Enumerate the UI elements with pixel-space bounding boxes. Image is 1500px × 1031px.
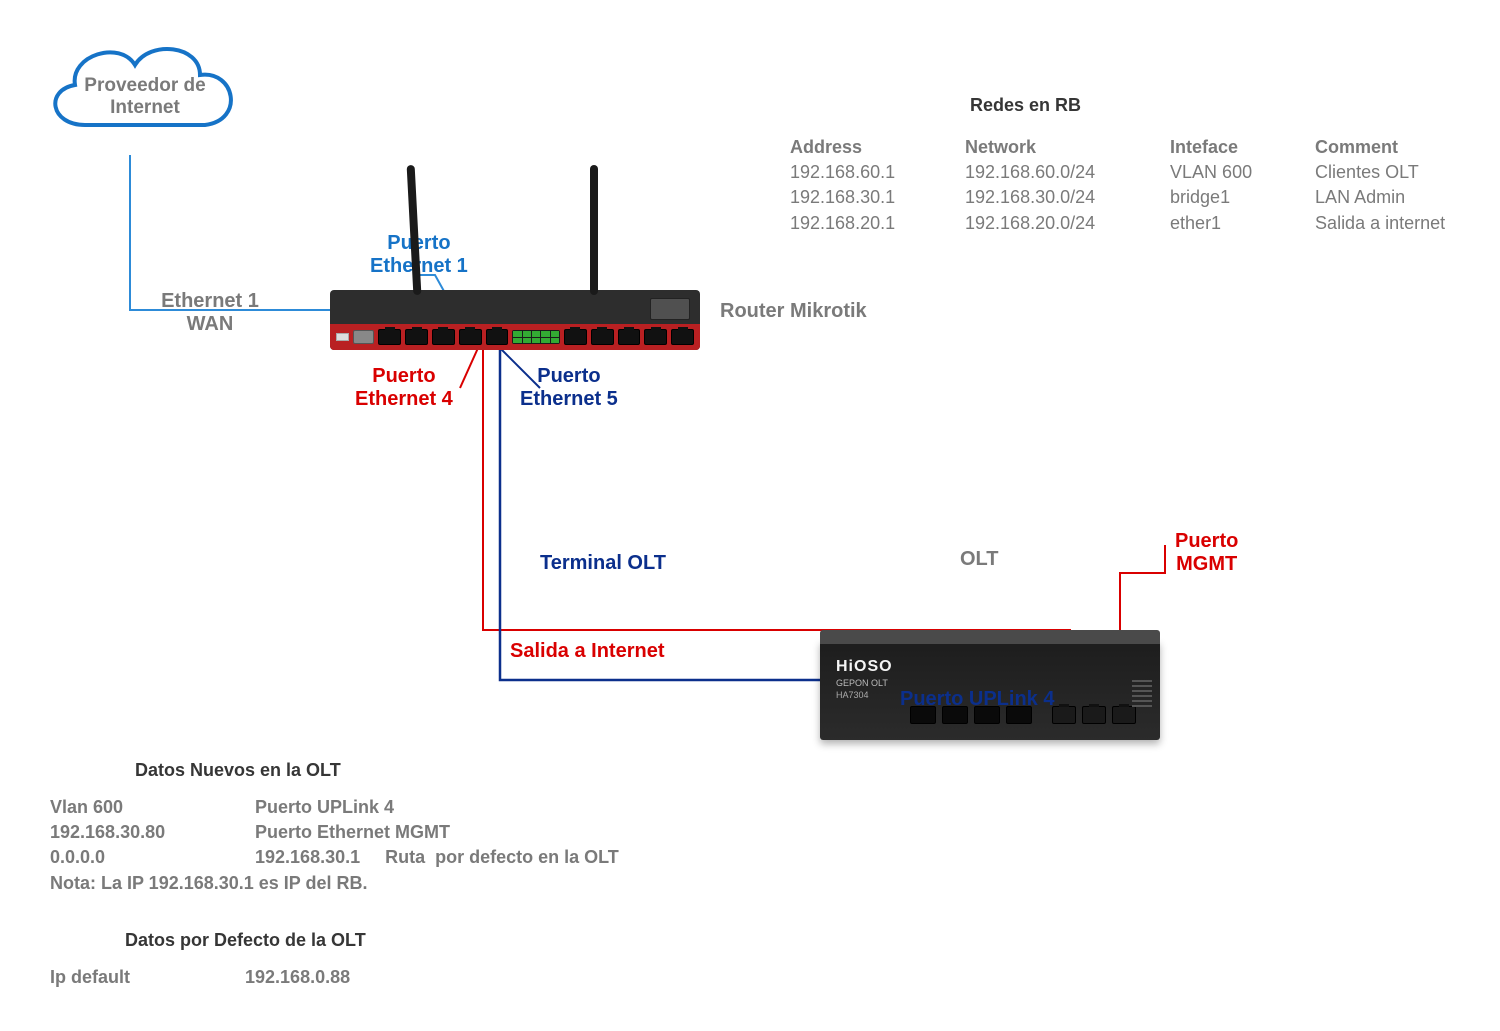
olt-sub: HA7304 (836, 690, 869, 700)
puerto-mgmt-line1: Puerto (1175, 530, 1238, 553)
sfp-port-icon (353, 330, 374, 344)
label-puerto-eth5: Puerto Ethernet 5 (520, 365, 618, 411)
label-router: Router Mikrotik (720, 300, 867, 323)
rj45-port-icon (405, 329, 428, 345)
table-row: 192.168.30.80 Puerto Ethernet MGMT (50, 820, 619, 845)
puerto-mgmt-line2: MGMT (1175, 553, 1238, 576)
vents-icon (1132, 680, 1152, 707)
label-terminal-olt: Terminal OLT (540, 552, 666, 575)
redes-title: Redes en RB (970, 95, 1081, 116)
label-puerto-uplink4: Puerto UPLink 4 (900, 688, 1054, 711)
rj45-port-icon (644, 329, 667, 345)
rj45-port-icon (432, 329, 455, 345)
uplink-port-icon (1112, 706, 1136, 724)
rj45-port-icon (486, 329, 509, 345)
puerto-eth5-line2: Ethernet 5 (520, 388, 618, 411)
rj45-port-icon (671, 329, 694, 345)
table-row: 0.0.0.0 192.168.30.1 Ruta por defecto en… (50, 845, 619, 870)
label-salida-internet: Salida a Internet (510, 640, 665, 663)
router-mikrotik (330, 290, 700, 350)
datos-default-table: Ip default 192.168.0.88 (50, 965, 350, 990)
uplink-port-icon (1082, 706, 1106, 724)
datos-nuevos-title: Datos Nuevos en la OLT (135, 760, 341, 781)
led-block (512, 330, 559, 344)
puerto-eth5-line1: Puerto (520, 365, 618, 388)
puerto-eth4-line2: Ethernet 4 (355, 388, 453, 411)
label-eth1-wan: Ethernet 1 WAN (150, 290, 270, 336)
puerto-eth4-line1: Puerto (355, 365, 453, 388)
table-row: 192.168.60.1 192.168.60.0/24 VLAN 600 Cl… (790, 160, 1495, 185)
label-olt: OLT (960, 548, 999, 571)
table-header-row: Address Network Inteface Comment (790, 135, 1495, 160)
rj45-port-icon (564, 329, 587, 345)
table-row: Vlan 600 Puerto UPLink 4 (50, 795, 619, 820)
redes-table: Address Network Inteface Comment 192.168… (790, 135, 1495, 236)
datos-nuevos-table: Vlan 600 Puerto UPLink 4 192.168.30.80 P… (50, 795, 619, 896)
col-comment: Comment (1315, 135, 1495, 160)
table-row: 192.168.20.1 192.168.20.0/24 ether1 Sali… (790, 211, 1495, 236)
col-address: Address (790, 135, 960, 160)
table-row: Ip default 192.168.0.88 (50, 965, 350, 990)
col-interface: Inteface (1170, 135, 1310, 160)
datos-nuevos-note: Nota: La IP 192.168.30.1 es IP del RB. (50, 871, 619, 896)
usb-port-icon (336, 333, 349, 341)
col-network: Network (965, 135, 1165, 160)
olt-logo: HiOSO (836, 658, 893, 676)
rj45-port-icon (618, 329, 641, 345)
eth1wan-line1: Ethernet 1 (150, 290, 270, 313)
uplink-port-icon (1052, 706, 1076, 724)
router-port-strip (330, 324, 700, 350)
olt-model: GEPON OLT (836, 678, 888, 688)
label-puerto-mgmt: Puerto MGMT (1175, 530, 1238, 576)
router-screen (650, 298, 690, 320)
eth1wan-line2: WAN (150, 313, 270, 336)
table-row: 192.168.30.1 192.168.30.0/24 bridge1 LAN… (790, 185, 1495, 210)
rj45-port-icon (459, 329, 482, 345)
rj45-port-icon (378, 329, 401, 345)
label-puerto-eth4: Puerto Ethernet 4 (355, 365, 453, 411)
datos-default-title: Datos por Defecto de la OLT (125, 930, 366, 951)
rj45-port-icon (591, 329, 614, 345)
antenna-icon (590, 165, 598, 295)
